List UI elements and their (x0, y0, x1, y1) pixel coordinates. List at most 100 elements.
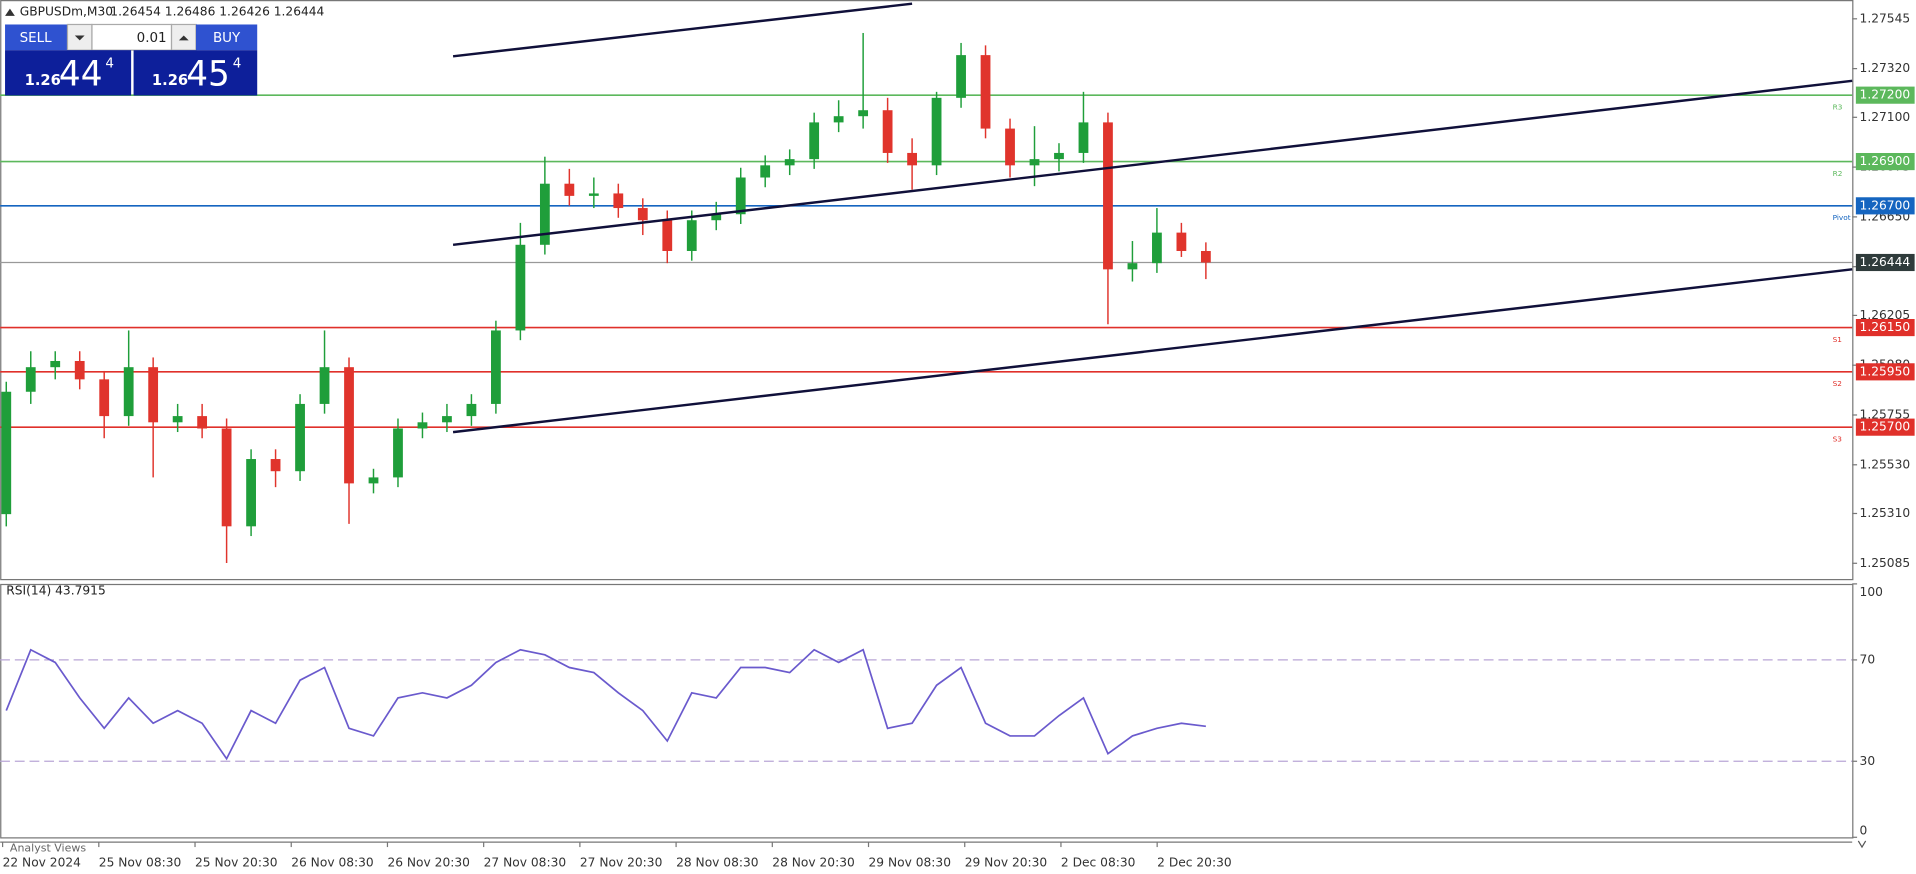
sell-price-big: 1.26 (25, 72, 61, 89)
level-tag (1855, 318, 1915, 337)
channel-lines (452, 2, 1853, 434)
lot-value: 0.01 (137, 31, 167, 46)
x-tick-label: 26 Nov 08:30 (291, 855, 373, 869)
candle-body (197, 416, 208, 429)
sell-label: SELL (20, 31, 53, 46)
level-name: S3 (1833, 434, 1843, 443)
candle-body (588, 193, 599, 196)
candle-body (735, 177, 746, 215)
candle-body (1054, 152, 1064, 160)
buy-label: BUY (213, 31, 241, 46)
candle-body (980, 55, 991, 129)
x-tick-label: 2 Dec 20:30 (1157, 855, 1232, 869)
candle-body (956, 55, 966, 98)
sell-button[interactable] (5, 24, 68, 51)
level-label: 1.26150 (1860, 320, 1911, 334)
y-tick-label: 1.27320 (1860, 61, 1911, 75)
x-tick-label: 26 Nov 20:30 (387, 855, 469, 869)
candle-body (858, 110, 869, 117)
candle-body (662, 220, 673, 251)
candle-body (442, 416, 452, 423)
buy-price-box[interactable] (133, 50, 258, 96)
candle-body (99, 379, 110, 417)
current-price-tag (1855, 253, 1915, 272)
up-arrow (178, 35, 189, 41)
candle-body (1152, 232, 1162, 264)
candle-body (1005, 128, 1015, 166)
candle-body (148, 367, 159, 423)
candle-body (907, 152, 917, 166)
level-tag (1855, 153, 1915, 171)
collapse-icon[interactable] (5, 8, 15, 16)
x-tick-label: 28 Nov 08:30 (676, 855, 758, 869)
y-tick-label: 70 (1860, 652, 1876, 666)
candle-body (25, 367, 36, 392)
candle-body (564, 183, 575, 196)
candle-body (172, 416, 183, 423)
candle-body (1200, 250, 1211, 263)
level-name: S1 (1833, 335, 1842, 344)
candle-body (50, 360, 61, 368)
level-label: 1.26700 (1860, 198, 1911, 212)
y-tick-label: 100 (1860, 585, 1883, 599)
candle-body (686, 220, 697, 251)
candle-body (319, 367, 330, 404)
x-tick-label: 29 Nov 20:30 (965, 855, 1047, 869)
buy-button[interactable] (196, 24, 258, 51)
candle-body (417, 422, 428, 429)
level-name: S2 (1833, 379, 1842, 388)
y-tick-label: 1.27545 (1860, 11, 1911, 25)
x-tick-label: 25 Nov 20:30 (195, 855, 277, 869)
level-label: 1.25700 (1860, 420, 1911, 434)
candle-body (123, 367, 134, 417)
candle-body (784, 159, 795, 166)
candle-body (613, 193, 624, 209)
candle-body (760, 165, 771, 178)
lot-input[interactable] (91, 23, 173, 51)
candle-body (221, 428, 232, 527)
scroll-icon[interactable] (1857, 840, 1867, 849)
candle-body (466, 403, 477, 417)
trend-line[interactable] (452, 2, 913, 58)
candle-body (1078, 122, 1089, 153)
x-tick-label: 2 Dec 08:30 (1061, 855, 1136, 869)
plot (0, 32, 1853, 762)
axes: 1.275451.273201.271001.268751.266501.264… (1, 11, 1915, 869)
level-tag (1855, 363, 1915, 381)
candle-body (809, 122, 820, 160)
y-tick-label: 1.25755 (1860, 407, 1911, 421)
candle-body (1176, 232, 1187, 251)
trend-line[interactable] (452, 79, 1853, 247)
y-tick-label: 0 (1860, 824, 1868, 838)
sell-price-box[interactable] (5, 50, 132, 96)
buy-price-point: 4 (233, 57, 242, 72)
candle-body (931, 97, 942, 166)
x-tick-label: 22 Nov 2024 (3, 855, 82, 869)
candle-body (1, 391, 12, 515)
y-tick-label: 30 (1860, 754, 1876, 768)
candle-body (270, 459, 281, 472)
rsi-panel (0, 583, 1854, 839)
candle-body (74, 360, 85, 380)
symbol-title: GBPUSDm,M30 (20, 5, 113, 19)
frame (0, 0, 1867, 849)
candle-body (515, 244, 526, 331)
level-label: 1.25950 (1860, 364, 1911, 378)
footer-tab[interactable]: Analyst Views (10, 841, 86, 854)
rsi-title: RSI(14) 43.7915 (6, 584, 105, 598)
buy-price-big: 1.26 (152, 72, 188, 89)
level-name: R2 (1833, 169, 1843, 178)
trend-line[interactable] (452, 268, 1853, 434)
x-tick-label: 29 Nov 08:30 (869, 855, 951, 869)
current-price-label: 1.26444 (1860, 255, 1911, 269)
level-name: Pivot (1833, 213, 1851, 222)
level-name: R3 (1833, 102, 1843, 111)
candle-body (344, 367, 354, 484)
candle-body (711, 214, 722, 221)
down-arrow (74, 35, 85, 41)
candle-body (539, 183, 550, 245)
candle-body (246, 459, 256, 527)
level-tag (1855, 86, 1915, 104)
